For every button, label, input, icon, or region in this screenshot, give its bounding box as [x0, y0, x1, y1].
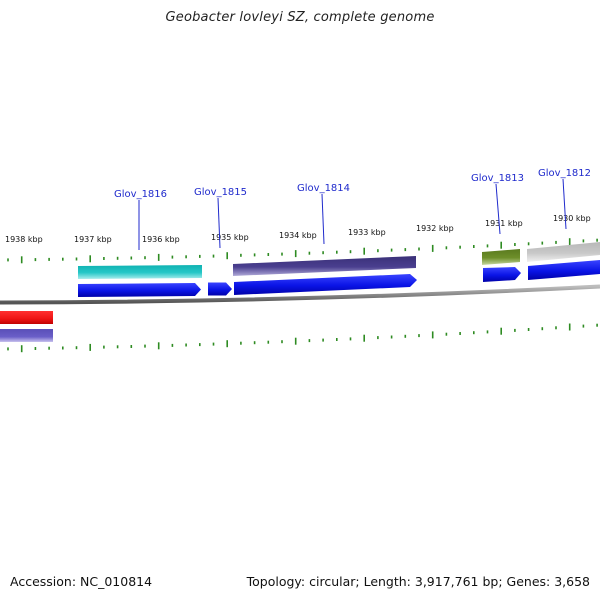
lower-feature-track	[0, 311, 53, 342]
scale-label-1930: 1930 kbp	[553, 214, 591, 223]
gene-label-glov-1816[interactable]: Glov_1816	[114, 189, 167, 200]
leader-glov-1815	[217, 197, 221, 249]
scale-label-1935: 1935 kbp	[211, 233, 249, 242]
leader-glov-1812	[562, 178, 567, 230]
scale-labels: 1938 kbp 1937 kbp 1936 kbp 1935 kbp 1934…	[5, 214, 591, 244]
gene-labels: Glov_1816 Glov_1815 Glov_1814 Glov_1813 …	[114, 168, 591, 200]
gray-feature[interactable]	[527, 242, 600, 262]
gene-label-glov-1812[interactable]: Glov_1812	[538, 168, 591, 179]
gene-leader-lines	[138, 178, 567, 250]
leader-glov-1813	[495, 183, 501, 235]
leader-glov-1814	[321, 193, 325, 245]
gene-label-glov-1815[interactable]: Glov_1815	[194, 187, 247, 198]
upper-ticks	[7, 238, 598, 264]
scale-label-1931: 1931 kbp	[485, 219, 523, 228]
genome-backbone-line	[0, 284, 600, 305]
gene-label-glov-1813[interactable]: Glov_1813	[471, 173, 524, 184]
scale-label-1933: 1933 kbp	[348, 228, 386, 237]
lower-ticks	[7, 323, 598, 353]
gene-glov-1813[interactable]	[483, 267, 521, 282]
scale-label-1932: 1932 kbp	[416, 224, 454, 233]
gene-glov-1812[interactable]	[528, 260, 600, 280]
page-title: Geobacter lovleyi SZ, complete genome	[165, 10, 435, 25]
red-feature[interactable]	[0, 311, 53, 324]
cyan-feature[interactable]	[78, 265, 202, 279]
lavender-feature[interactable]	[0, 329, 53, 342]
outer-feature-track	[78, 242, 600, 279]
gene-glov-1816[interactable]	[78, 283, 201, 297]
scale-label-1938: 1938 kbp	[5, 235, 43, 244]
gene-glov-1814[interactable]	[234, 274, 417, 295]
olive-feature[interactable]	[482, 249, 520, 265]
gene-glov-1815[interactable]	[208, 282, 232, 296]
accession-text: Accession: NC_010814	[10, 574, 153, 589]
scale-label-1934: 1934 kbp	[279, 231, 317, 240]
gene-label-glov-1814[interactable]: Glov_1814	[297, 183, 350, 194]
scale-label-1936: 1936 kbp	[142, 235, 180, 244]
indigo-feature[interactable]	[233, 256, 416, 276]
forward-gene-track	[78, 260, 600, 297]
scale-label-1937: 1937 kbp	[74, 235, 112, 244]
genome-summary-text: Topology: circular; Length: 3,917,761 bp…	[246, 574, 590, 589]
